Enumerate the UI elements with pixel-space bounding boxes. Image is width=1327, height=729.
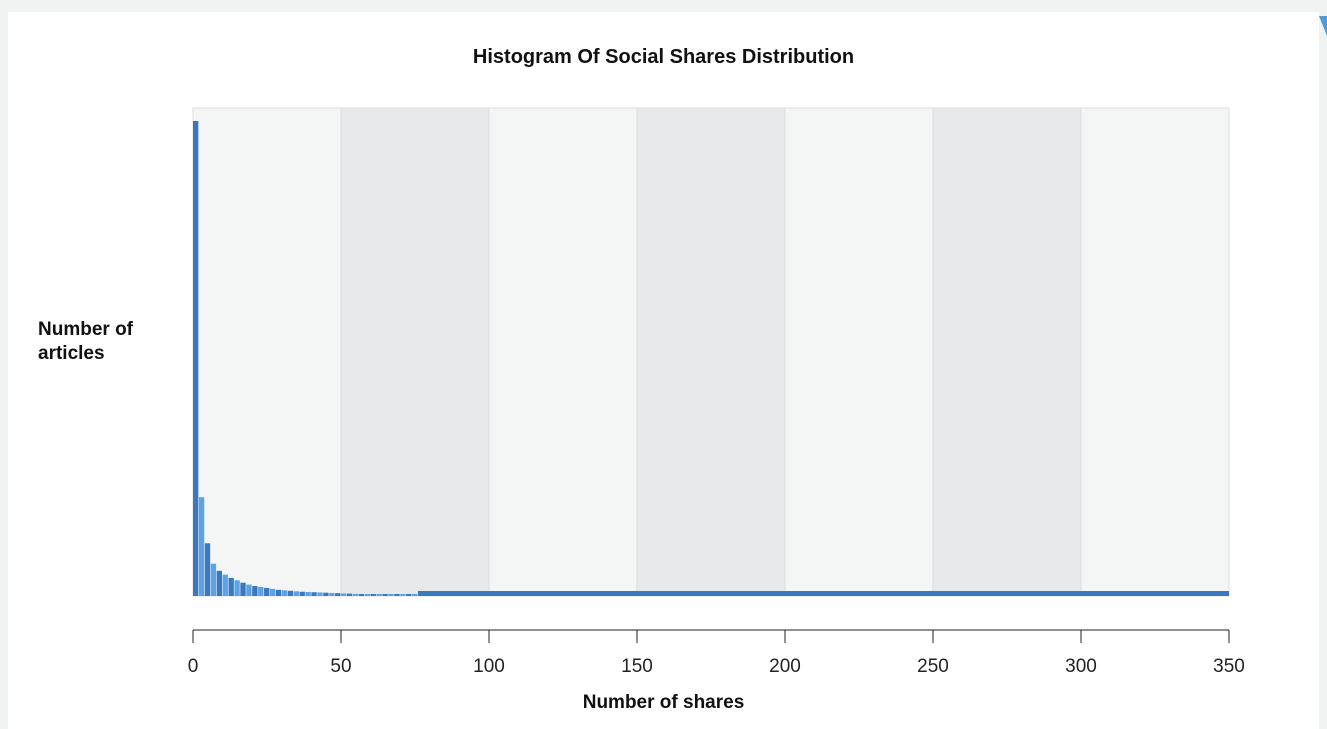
histogram-bar [299, 591, 305, 596]
x-tick-label: 50 [330, 656, 351, 677]
x-axis: 0 50 100 150 200 250 300 350 [188, 629, 1245, 677]
histogram-bar [376, 594, 382, 596]
histogram-bar [264, 587, 270, 596]
histogram-bar [275, 589, 282, 596]
histogram-bar [198, 497, 205, 596]
histogram-bar [388, 594, 394, 596]
histogram-bar [222, 574, 228, 596]
histogram-bar [193, 121, 199, 596]
grid-band [785, 108, 933, 596]
histogram-bar [234, 580, 240, 596]
histogram-bar [406, 594, 412, 596]
histogram-bar [311, 592, 317, 596]
histogram-bar [246, 584, 252, 596]
histogram-bar [252, 586, 258, 596]
histogram-bar [364, 594, 370, 596]
histogram-bar [394, 594, 400, 596]
histogram-bar [228, 577, 234, 596]
histogram-bar [335, 593, 341, 596]
x-tick-label: 300 [1065, 656, 1097, 677]
grid-band [933, 108, 1081, 596]
histogram-bar [382, 594, 388, 596]
histogram-bar [352, 593, 359, 596]
histogram-bar [370, 594, 376, 596]
histogram-bar [240, 582, 246, 596]
histogram-bar [258, 586, 264, 596]
histogram-bar [346, 593, 353, 596]
histogram-bar [329, 592, 335, 596]
background-bands [192, 107, 1230, 597]
histogram-bar [281, 590, 288, 596]
x-tick-label: 200 [769, 656, 801, 677]
histogram-bar [210, 563, 217, 596]
histogram-bar [323, 592, 329, 596]
histogram-bar [216, 570, 222, 596]
corner-accent [1319, 16, 1327, 36]
grid-band [1081, 108, 1229, 596]
histogram-bar [400, 594, 406, 596]
x-tick-label: 0 [188, 656, 199, 677]
histogram-bar [293, 591, 299, 596]
grid-band [489, 108, 637, 596]
histogram-bar [287, 590, 294, 596]
grid-band [341, 108, 489, 596]
x-tick-label: 250 [917, 656, 949, 677]
histogram-bar [305, 591, 311, 596]
histogram-bar [269, 588, 276, 596]
y-axis-label: Number of articles [38, 319, 133, 364]
histogram-bar [341, 593, 347, 596]
chart-title: Histogram Of Social Shares Distribution [472, 46, 855, 68]
histogram-bars [193, 121, 1230, 596]
histogram-tail-bar [417, 591, 1230, 596]
x-tick-label: 150 [621, 656, 653, 677]
grid-band [193, 108, 341, 596]
histogram-bar [412, 594, 418, 596]
histogram-bar [204, 543, 211, 596]
histogram-bar [358, 594, 365, 596]
x-tick-label: 350 [1213, 656, 1245, 677]
x-axis-label: Number of shares [582, 692, 745, 713]
grid-band [637, 108, 785, 596]
histogram-bar [317, 592, 323, 596]
x-tick-label: 100 [473, 656, 505, 677]
